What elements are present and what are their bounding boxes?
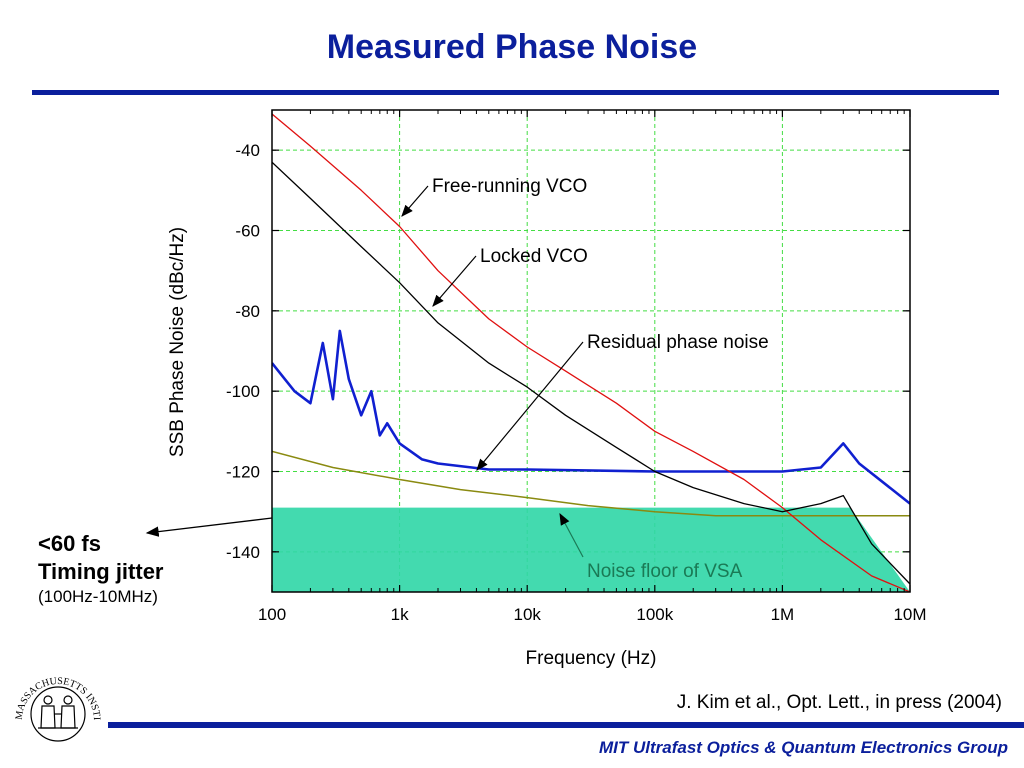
x-tick-label: 10M [893, 605, 926, 624]
citation: J. Kim et al., Opt. Lett., in press (200… [676, 692, 1002, 713]
y-tick-label: -140 [226, 543, 260, 562]
title-divider [32, 90, 999, 95]
y-tick-label: -120 [226, 463, 260, 482]
jitter-range: (100Hz-10MHz) [38, 587, 158, 606]
residual-phase-noise-line [272, 329, 910, 505]
x-tick-label: 1k [391, 605, 409, 624]
annotation-arrow [401, 185, 429, 217]
jitter-label: Timing jitter [38, 559, 164, 584]
y-axis-label: SSB Phase Noise (dBc/Hz) [167, 227, 188, 457]
x-tick-label: 1M [771, 605, 795, 624]
footer-divider [108, 722, 1024, 728]
jitter-value: <60 fs [38, 531, 101, 556]
annotation-label: Noise floor of VSA [587, 561, 743, 582]
plot-frame [271, 109, 911, 593]
vsa-noise-floor-line [272, 450, 910, 517]
annotation-arrow [559, 512, 584, 558]
x-tick-label: 100k [636, 605, 673, 624]
jitter-callout: <60 fs Timing jitter (100Hz-10MHz) [38, 530, 164, 608]
annotation-arrow [432, 255, 477, 307]
y-tick-label: -40 [235, 141, 260, 160]
annotation-label: Residual phase noise [587, 332, 769, 353]
jitter-arrow [145, 517, 273, 537]
mit-seal-logo: MASSACHUSETTS INSTITUTE OF TECHNOLOGY [8, 662, 102, 742]
annotation-arrow [476, 341, 584, 471]
annotation-label: Free-running VCO [432, 176, 587, 197]
footer-text: MIT Ultrafast Optics & Quantum Electroni… [599, 738, 1008, 757]
y-tick-label: -60 [235, 222, 260, 241]
x-axis-label: Frequency (Hz) [526, 648, 657, 669]
slide-title: Measured Phase Noise [326, 28, 698, 66]
locked-vco-line [272, 161, 910, 585]
x-tick-label: 100 [258, 605, 286, 624]
annotation-label: Locked VCO [480, 246, 588, 267]
svg-text:MASSACHUSETTS INSTITUTE OF TEC: MASSACHUSETTS INSTITUTE OF TECHNOLOGY [8, 662, 102, 720]
free-running-vco-line [272, 113, 910, 592]
y-tick-label: -100 [226, 382, 260, 401]
x-tick-label: 10k [513, 605, 541, 624]
jitter-integration-area [272, 507, 910, 592]
y-tick-label: -80 [235, 302, 260, 321]
